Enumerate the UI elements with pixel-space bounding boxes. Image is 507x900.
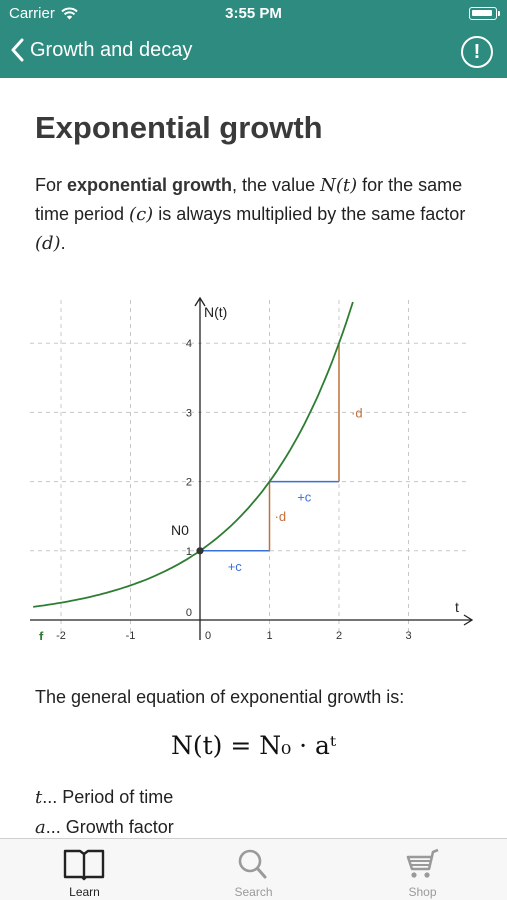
tab-bar: Learn Search Shop <box>0 838 507 900</box>
y-tick-label: 4 <box>186 338 192 350</box>
definition-text: ... Growth factor <box>45 817 174 837</box>
intro-math-n: N(t) <box>320 175 358 196</box>
cart-icon <box>406 848 439 878</box>
wifi-icon <box>61 7 78 20</box>
equation-intro: The general equation of exponential grow… <box>35 687 405 707</box>
x-tick-label: -2 <box>56 630 66 640</box>
step-d-label: ·d <box>351 405 363 420</box>
definition-var: t <box>35 787 43 808</box>
status-bar: Carrier 3:55 PM <box>0 0 507 28</box>
initial-value-label: N0 <box>171 522 189 538</box>
y-tick-label: 1 <box>186 546 192 558</box>
x-tick-label: -1 <box>126 630 136 640</box>
back-button[interactable]: Growth and decay <box>10 38 192 62</box>
chevron-left-icon <box>11 38 24 62</box>
x-tick-label: 3 <box>405 630 411 640</box>
tab-search[interactable]: Search <box>169 839 338 900</box>
nav-bar: Growth and decay ! <box>0 28 507 78</box>
page-title: Exponential growth <box>35 110 323 145</box>
tab-label: Search <box>234 885 273 899</box>
y-axis-arrow <box>194 296 206 307</box>
search-icon <box>238 849 267 879</box>
info-button[interactable]: ! <box>461 36 493 68</box>
article-content[interactable]: Exponential growth For exponential growt… <box>0 78 507 838</box>
step-d-label: ·d <box>275 509 287 524</box>
y-tick-label: 2 <box>186 477 192 489</box>
definition-var: a <box>35 817 46 838</box>
intro-text-3: for the same time period <box>35 175 463 224</box>
y-tick-label: 3 <box>186 407 192 419</box>
carrier-info: Carrier <box>9 5 78 22</box>
intro-text-2: , the value <box>232 175 321 195</box>
carrier-label: Carrier <box>9 5 55 22</box>
exclamation-icon: ! <box>473 40 481 63</box>
definition-text: ... Period of time <box>42 787 174 807</box>
tab-shop[interactable]: Shop <box>338 839 507 900</box>
definition-t: t... Period of time <box>35 787 173 808</box>
tab-label: Shop <box>408 885 437 899</box>
growth-curve <box>33 301 354 608</box>
intro-text-1: For <box>35 175 68 195</box>
intro-bold-term: exponential growth <box>67 175 233 195</box>
battery-icon <box>469 7 500 20</box>
general-equation: N(t) = N₀ · aᵗ <box>170 731 337 760</box>
exponential-growth-graph: -2 -1 0 1 2 3 0 1 2 3 4 N(t) t +c ·d +c ·d N0 f <box>30 296 474 640</box>
intro-text-4: is always multiplied by the same factor <box>153 204 466 224</box>
y-axis-label: N(t) <box>204 304 227 320</box>
x-tick-label: 0 <box>205 630 211 640</box>
curve-label: f <box>39 629 44 640</box>
back-title: Growth and decay <box>30 38 193 61</box>
y-tick-label: 0 <box>186 607 192 619</box>
step-c-label: +c <box>228 559 243 574</box>
x-tick-label: 2 <box>336 630 342 640</box>
status-time: 3:55 PM <box>225 5 282 22</box>
intro-paragraph: For exponential growth, the value N(t) f… <box>35 171 475 258</box>
intro-math-c: (c) <box>129 204 154 225</box>
x-axis-arrow <box>463 614 474 626</box>
step-c-label: +c <box>297 490 312 505</box>
x-axis-label: t <box>455 599 459 615</box>
tab-label: Learn <box>69 885 100 899</box>
definition-a: a... Growth factor <box>35 817 174 838</box>
book-icon <box>63 849 105 881</box>
intro-text-5: . <box>60 233 66 253</box>
x-tick-label: 1 <box>266 630 272 640</box>
tab-learn[interactable]: Learn <box>0 839 169 900</box>
intro-math-d: (d) <box>35 233 61 254</box>
initial-value-point <box>196 547 204 555</box>
